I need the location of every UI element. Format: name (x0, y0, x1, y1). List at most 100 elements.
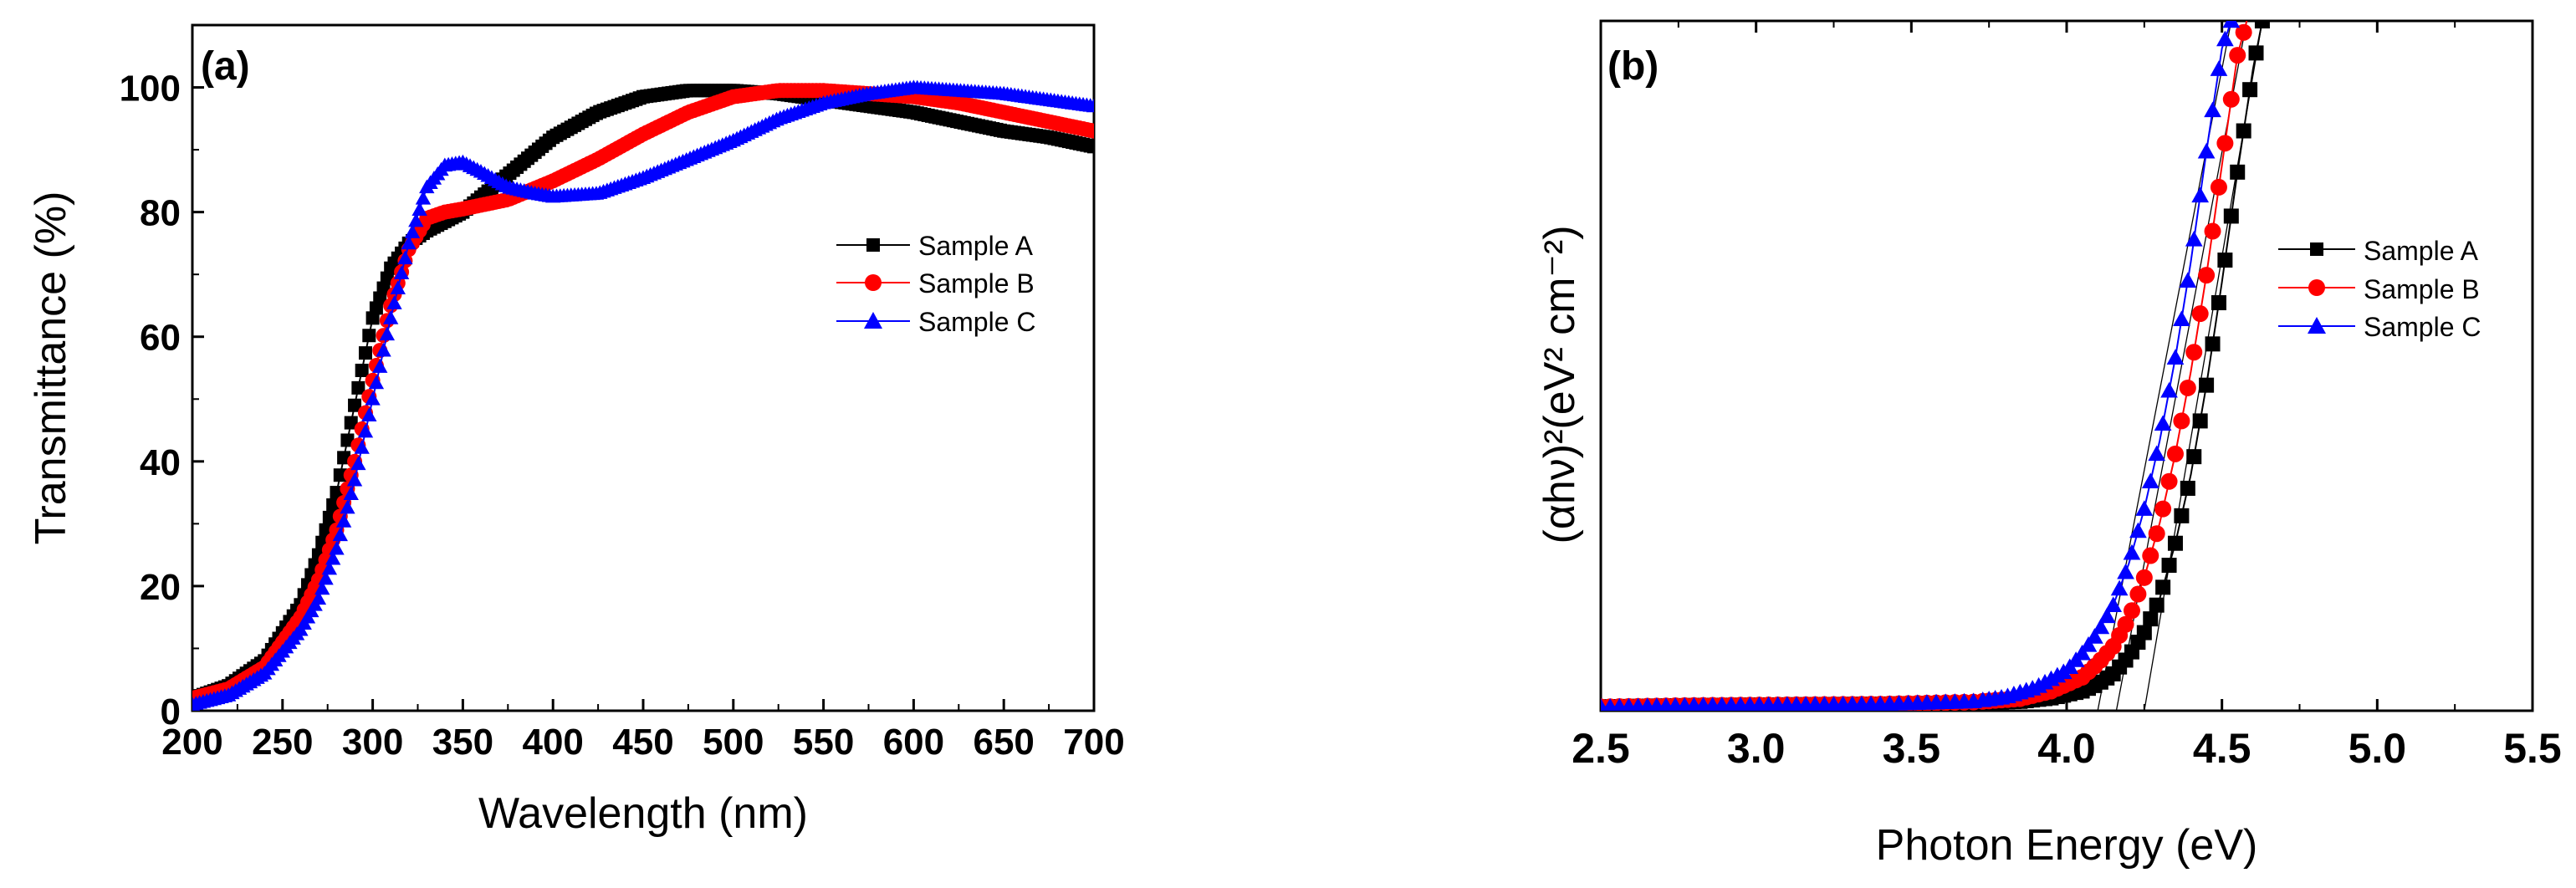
data-point (2155, 579, 2171, 595)
data-point (355, 363, 369, 377)
data-point (379, 326, 396, 341)
legend-b: Sample A Sample B Sample C (2278, 236, 2481, 342)
data-point (2110, 579, 2129, 596)
x-tick-label: 550 (793, 722, 854, 763)
legend-label: Sample B (2364, 274, 2480, 304)
y-tick-label: 40 (140, 442, 181, 483)
data-point (2180, 480, 2195, 496)
data-point (351, 380, 365, 395)
data-point (2173, 412, 2190, 430)
data-point (1630, 697, 1646, 711)
x-axis-title-b: Photon Energy (eV) (1876, 821, 2258, 870)
data-point (2154, 415, 2172, 431)
x-tick-label: 2.5 (1572, 725, 1630, 772)
data-point (319, 523, 333, 537)
chart-panel-a: 200 250 300 350 400 450 500 550 600 650 700 0 20 40 6… (27, 23, 1125, 838)
data-point (2199, 377, 2215, 393)
x-tick-label: 500 (703, 722, 764, 763)
data-point (2216, 135, 2234, 152)
y-tick-label: 20 (140, 567, 181, 608)
data-point (2148, 525, 2165, 543)
legend-entry-sample-c: Sample C (836, 307, 1036, 337)
legend-entry-sample-b: Sample B (836, 268, 1035, 299)
data-point (362, 329, 376, 343)
data-point (2242, 82, 2258, 98)
data-point (2117, 563, 2134, 579)
data-point (344, 416, 358, 430)
legend-marker-circle (2308, 279, 2325, 296)
y-axis-title-a: Transmittance (%) (27, 191, 75, 545)
legend-label: Sample A (918, 231, 1034, 261)
data-point (2166, 445, 2184, 462)
legend-a: Sample A Sample B Sample C (836, 231, 1036, 337)
legend-marker-circle (865, 274, 882, 291)
data-point (332, 527, 348, 542)
data-point (2141, 472, 2159, 489)
data-point (321, 560, 338, 575)
data-point (343, 486, 359, 500)
x-tick-label: 5.0 (2349, 725, 2407, 772)
data-point (2204, 222, 2221, 240)
data-point (1621, 697, 1637, 711)
data-point (2073, 644, 2091, 661)
data-point (382, 310, 399, 324)
data-point (2117, 615, 2134, 633)
data-point (372, 359, 388, 373)
data-point (325, 550, 341, 565)
x-tick-label: 200 (161, 722, 222, 763)
plot-frame-b (1599, 19, 2534, 712)
data-point (2235, 23, 2252, 41)
data-point (2216, 30, 2234, 47)
legend-label: Sample B (918, 268, 1035, 299)
data-point (2104, 596, 2123, 612)
data-point (2136, 625, 2152, 640)
data-point (2129, 522, 2147, 538)
x-axis-title-a: Wavelength (nm) (478, 789, 808, 838)
data-point (335, 513, 352, 528)
data-point (348, 398, 362, 412)
data-point (2160, 381, 2178, 398)
data-point (1612, 697, 1627, 711)
data-point (2129, 585, 2147, 603)
series-sample-c (192, 79, 1094, 711)
legend-marker-triangle (864, 312, 882, 329)
data-point (2192, 413, 2208, 429)
data-point (2098, 607, 2116, 624)
data-point (2143, 611, 2159, 627)
data-point (2179, 272, 2197, 288)
data-point (2210, 178, 2227, 196)
data-point (401, 235, 417, 250)
legend-label: Sample C (918, 307, 1036, 337)
data-point (2210, 60, 2228, 76)
data-point (329, 540, 345, 555)
x-tick-label: 300 (342, 722, 403, 763)
x-tick-label: 450 (612, 722, 673, 763)
legend-entry-sample-a: Sample A (2278, 236, 2479, 266)
data-point (2223, 208, 2239, 224)
data-point (2167, 535, 2183, 551)
data-point (357, 423, 374, 438)
data-point (2174, 508, 2190, 523)
data-point (390, 280, 406, 294)
legend-marker-square (866, 238, 880, 252)
data-point (340, 433, 355, 447)
data-point (376, 342, 391, 357)
legend-marker-triangle (2308, 317, 2326, 334)
legend-label: Sample A (2364, 236, 2479, 266)
data-point (1086, 123, 1094, 139)
data-point (1602, 697, 1618, 711)
data-point (386, 295, 402, 309)
data-point (333, 468, 347, 482)
x-tick-label: 5.5 (2503, 725, 2562, 772)
legend-entry-sample-b: Sample B (2278, 274, 2480, 304)
x-tick-label: 700 (1063, 722, 1124, 763)
data-point (408, 212, 424, 227)
legend-label: Sample C (2364, 312, 2481, 342)
y-axis-title-b: (αhν)²(eV² cm⁻²) (1536, 225, 1584, 544)
data-point (393, 265, 410, 280)
data-point (2173, 310, 2190, 327)
data-point (2236, 123, 2251, 139)
data-point (368, 375, 385, 390)
legend-marker-square (2310, 242, 2323, 256)
